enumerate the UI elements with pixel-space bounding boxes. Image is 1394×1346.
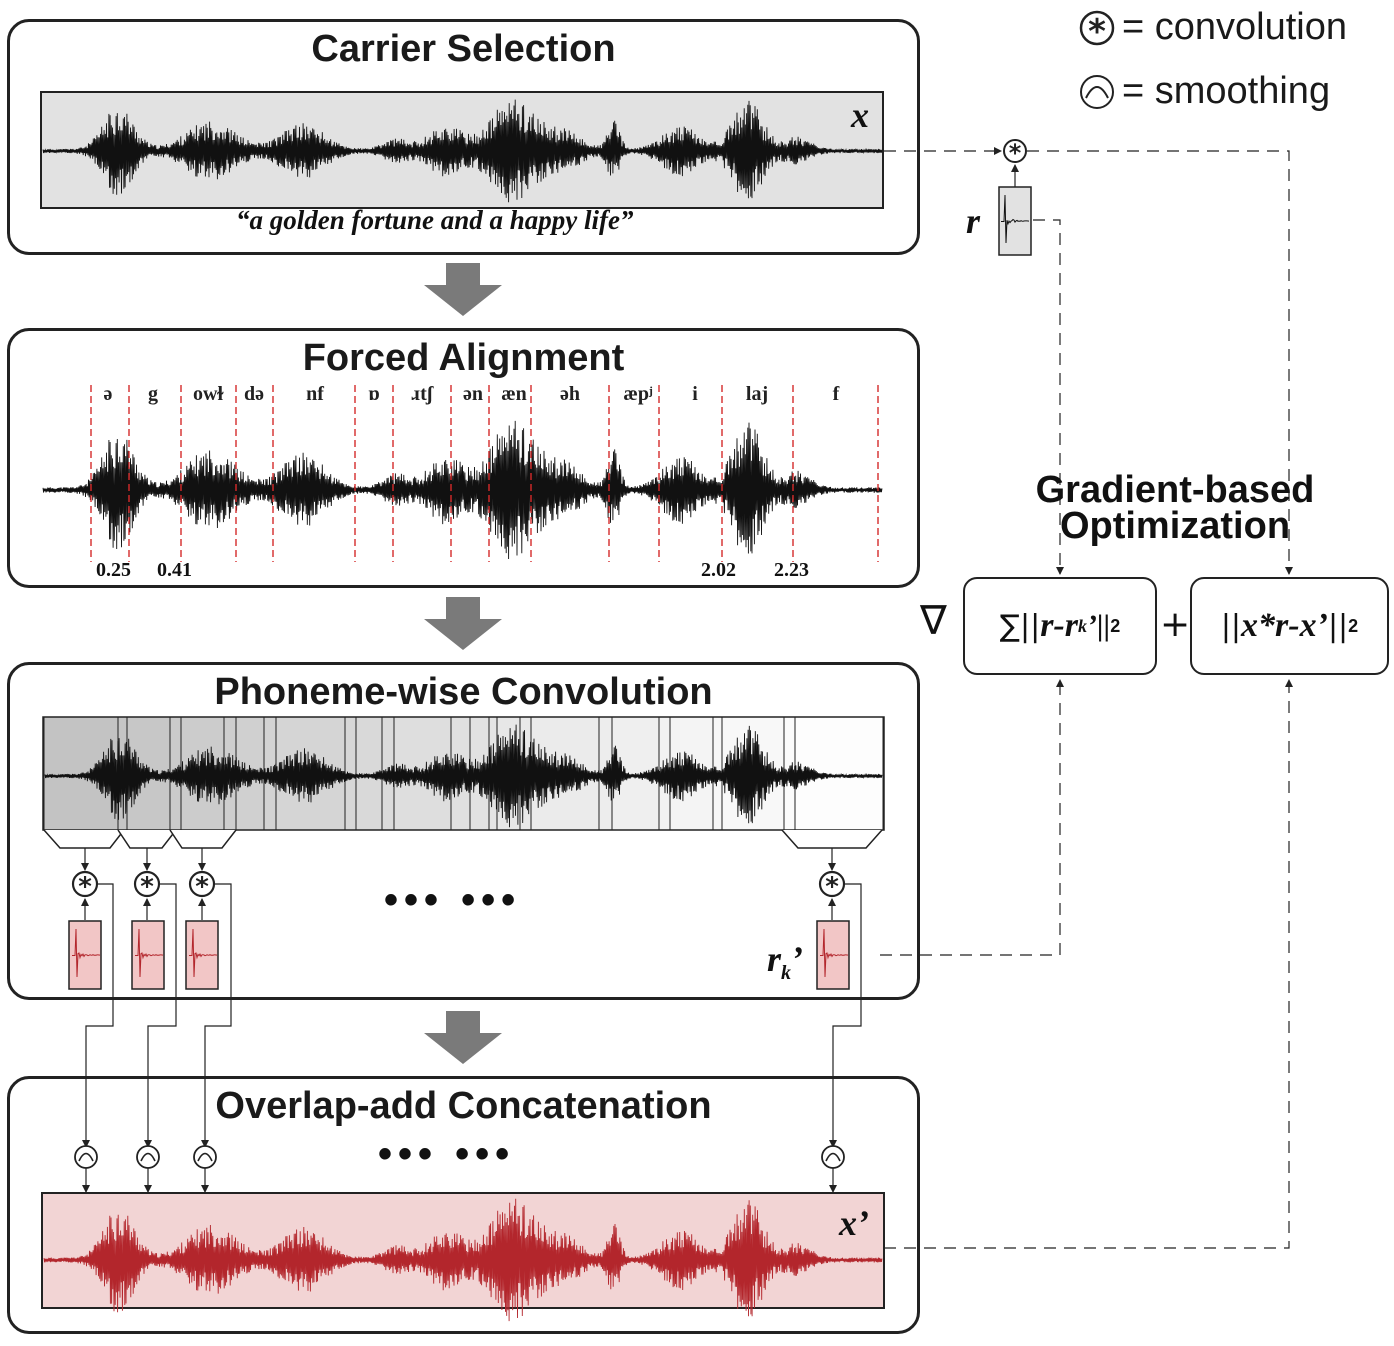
optimization-title-line1: Gradient-based bbox=[1035, 469, 1315, 511]
carrier-waveform bbox=[42, 99, 883, 203]
phoneme-label: də bbox=[244, 383, 264, 405]
term1-norm: 2 bbox=[1110, 615, 1121, 636]
rir-label: r bbox=[966, 201, 981, 241]
rir-k-label: rk’ bbox=[767, 938, 803, 985]
optimization-title: Gradient-based Optimization bbox=[1010, 469, 1340, 547]
plus-sign: + bbox=[1160, 604, 1191, 645]
svg-text:*: * bbox=[825, 872, 839, 902]
smoothing-op bbox=[193, 1145, 217, 1169]
carrier-signal-label: x bbox=[851, 95, 869, 135]
phoneme-segment bbox=[344, 716, 357, 831]
phoneme-label: owɫ bbox=[193, 383, 223, 405]
phoneme-label: ɹtʃ bbox=[411, 383, 433, 405]
overlap-add-title: Overlap-add Concatenation bbox=[215, 1085, 712, 1127]
rir-consistency-term: ∑|| r-r k ’|| 2 bbox=[963, 577, 1157, 675]
term1-sub: k bbox=[1078, 615, 1087, 636]
time-mark-1: 0.25 bbox=[96, 559, 131, 581]
term1-rest: ’|| bbox=[1087, 609, 1111, 642]
concat-connectors bbox=[82, 883, 862, 1193]
term1-expr: r-r bbox=[1040, 607, 1078, 644]
flow-arrows bbox=[424, 263, 502, 1064]
convolution-op bbox=[188, 870, 216, 898]
rir-k-sub: k bbox=[781, 962, 792, 985]
phoneme-convolution-title: Phoneme-wise Convolution bbox=[214, 671, 713, 713]
convolution-op bbox=[133, 870, 161, 898]
concat-ellipsis: ••• ••• bbox=[378, 1132, 516, 1176]
transcript-text: “a golden fortune and a happy life” bbox=[236, 205, 634, 235]
flow-arrow-1 bbox=[424, 263, 502, 316]
forced-alignment-title: Forced Alignment bbox=[302, 337, 625, 379]
phoneme-label: f bbox=[832, 383, 840, 405]
phoneme-label: əh bbox=[560, 383, 580, 405]
smoothing-operators bbox=[74, 1145, 845, 1169]
phoneme-label: laj bbox=[745, 383, 769, 405]
phoneme-label: æpʲ bbox=[623, 383, 653, 405]
alignment-waveform bbox=[42, 420, 883, 560]
output-signal-label: x’ bbox=[839, 1203, 869, 1243]
phoneme-label: g bbox=[148, 383, 158, 405]
dashed-connectors bbox=[880, 147, 1293, 1249]
conv-ellipsis: ••• ••• bbox=[384, 878, 522, 922]
svg-text:*: * bbox=[1088, 12, 1106, 52]
nabla-symbol: ∇ bbox=[920, 598, 947, 644]
term1-sum: ∑|| bbox=[999, 608, 1041, 644]
convolution-legend-icon: * bbox=[1079, 10, 1115, 52]
legend-smoothing-text: = smoothing bbox=[1122, 70, 1331, 112]
phoneme-label: nf bbox=[306, 383, 324, 405]
term2-open: || bbox=[1220, 608, 1242, 644]
flow-arrow-3 bbox=[424, 1011, 502, 1064]
funnel-1 bbox=[43, 829, 125, 849]
phoneme-label: i bbox=[692, 383, 698, 405]
rir-k-r: r bbox=[767, 939, 782, 979]
top-convolution-op: * bbox=[1003, 139, 1027, 167]
conv-waveform bbox=[44, 724, 883, 828]
carrier-selection-title: Carrier Selection bbox=[311, 28, 616, 70]
term2-close: || bbox=[1327, 608, 1349, 644]
funnel-3 bbox=[169, 829, 237, 849]
phoneme-label: ən bbox=[463, 383, 483, 405]
phoneme-label: æn bbox=[501, 383, 527, 405]
rir-waveform bbox=[1001, 194, 1030, 244]
time-mark-4: 2.23 bbox=[774, 559, 809, 581]
time-mark-3: 2.02 bbox=[701, 559, 736, 581]
funnel-arrows bbox=[81, 848, 836, 871]
rir-estimate-boxes bbox=[68, 920, 850, 990]
smoothing-op bbox=[821, 1145, 845, 1169]
conv-waveform-box bbox=[42, 716, 885, 831]
smoothing-op bbox=[136, 1145, 160, 1169]
phoneme-label: ɒ bbox=[368, 383, 380, 405]
svg-text:*: * bbox=[1009, 139, 1022, 167]
funnel-2 bbox=[117, 829, 177, 849]
convolution-op bbox=[818, 870, 846, 898]
svg-text:*: * bbox=[195, 872, 209, 902]
svg-text:*: * bbox=[78, 872, 92, 902]
flow-arrow-2 bbox=[424, 597, 502, 650]
time-mark-2: 0.41 bbox=[157, 559, 192, 581]
legend-convolution-text: = convolution bbox=[1122, 6, 1347, 48]
term2-norm: 2 bbox=[1348, 615, 1359, 636]
output-waveform bbox=[43, 1198, 883, 1322]
phoneme-label: ə bbox=[103, 383, 113, 405]
optimization-title-line2: Optimization bbox=[1059, 505, 1291, 547]
svg-text:*: * bbox=[140, 872, 154, 902]
segment-funnels bbox=[43, 829, 883, 849]
term2-expr: x*r-x’ bbox=[1241, 607, 1328, 644]
smoothing-legend-icon bbox=[1080, 75, 1114, 109]
convolution-operators: * * * * bbox=[71, 870, 846, 920]
smoothing-op bbox=[74, 1145, 98, 1169]
funnel-4 bbox=[781, 829, 883, 849]
alignment-boundaries bbox=[90, 385, 879, 562]
rir-k-prime: ’ bbox=[791, 939, 804, 979]
reconstruction-term: || x*r-x’ || 2 bbox=[1190, 577, 1389, 675]
forced-alignment-panel: Forced Alignment bbox=[7, 328, 920, 588]
